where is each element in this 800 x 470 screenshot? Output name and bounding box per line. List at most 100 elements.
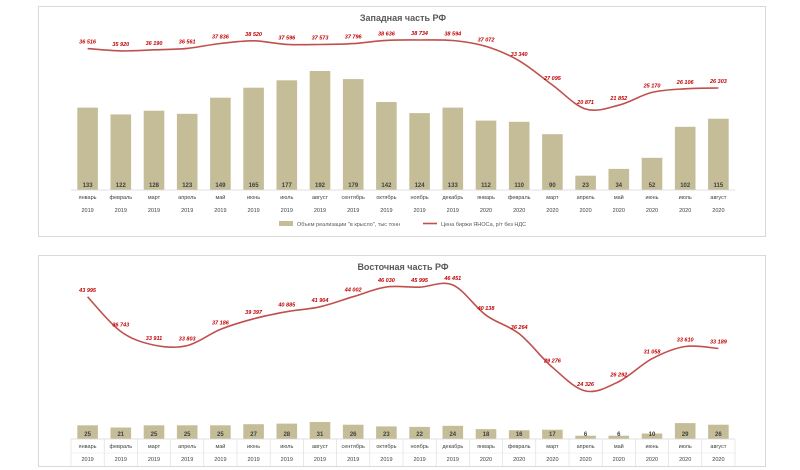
- bar: [176, 425, 198, 439]
- bar: [542, 429, 563, 439]
- bar: [542, 134, 563, 190]
- year-label: 2019: [380, 457, 392, 463]
- month-label: декабрь: [442, 195, 463, 201]
- year-label: 2020: [579, 208, 591, 214]
- month-label: июнь: [247, 444, 260, 450]
- year-label: 2019: [347, 457, 359, 463]
- price-line: [87, 282, 719, 393]
- year-label: 2019: [380, 208, 392, 214]
- year-label: 2020: [712, 208, 724, 214]
- year-label: 2020: [513, 208, 525, 214]
- bar: [309, 71, 331, 190]
- year-label: 2020: [579, 457, 591, 463]
- chart-east-svg: Восточная часть РФ 25 21 25 25 25 27 28 31 26 23 22…: [70, 262, 736, 467]
- bar-value-label: 25: [151, 432, 158, 438]
- year-label: 2020: [480, 457, 492, 463]
- year-label: 2019: [181, 208, 193, 214]
- year-label: 2019: [148, 208, 160, 214]
- month-label: август: [312, 195, 328, 201]
- bar: [641, 157, 663, 190]
- bar: [176, 113, 198, 190]
- month-label: июль: [280, 195, 293, 201]
- price-label: 37 836: [212, 35, 230, 41]
- bar: [409, 426, 430, 439]
- price-label: 41 904: [311, 298, 329, 304]
- month-label: август: [710, 195, 726, 201]
- bar-value-label: 52: [649, 183, 656, 189]
- legend-label-bar: Объем реализации "в крысло", тыс тонн: [297, 222, 400, 228]
- month-label: март: [546, 444, 559, 450]
- bar-value-label: 177: [282, 183, 293, 189]
- price-label: 38 734: [411, 31, 428, 37]
- price-label: 40 138: [477, 306, 496, 312]
- price-label: 44 002: [344, 288, 362, 294]
- year-label: 2020: [513, 457, 525, 463]
- bar-value-label: 34: [615, 183, 622, 189]
- year-label: 2019: [281, 457, 293, 463]
- month-label: февраль: [109, 195, 132, 201]
- price-label: 36 264: [511, 325, 528, 331]
- bar: [143, 425, 165, 439]
- bar-value-label: 25: [217, 432, 224, 438]
- bar-value-label: 128: [149, 183, 160, 189]
- month-label: апрель: [178, 195, 196, 201]
- month-label: июль: [280, 444, 293, 450]
- month-label: январь: [477, 444, 495, 450]
- legend-label-line: Цена биржи ЯНОСа, р/т без НДС: [441, 222, 526, 228]
- price-label: 26 303: [709, 79, 727, 85]
- price-label: 36 743: [112, 323, 129, 329]
- bar: [376, 102, 397, 190]
- year-label: 2019: [314, 457, 326, 463]
- bar-value-label: 192: [315, 183, 326, 189]
- price-label: 31 058: [644, 350, 662, 356]
- price-label: 20 871: [576, 100, 594, 106]
- bar: [143, 110, 165, 190]
- bar: [708, 118, 729, 190]
- legend-swatch-bar: [279, 221, 293, 226]
- month-label: июль: [679, 444, 692, 450]
- month-label: март: [546, 195, 559, 201]
- bar-value-label: 25: [184, 432, 191, 438]
- year-label: 2019: [413, 457, 425, 463]
- bar-value-label: 142: [381, 183, 392, 189]
- year-label: 2019: [214, 208, 226, 214]
- month-label: апрель: [178, 444, 196, 450]
- month-label: май: [215, 443, 225, 450]
- price-label: 33 911: [146, 336, 162, 342]
- bar: [442, 107, 464, 190]
- bar: [674, 423, 696, 439]
- price-label: 40 885: [277, 303, 296, 309]
- price-label: 38 520: [245, 32, 262, 38]
- bar: [442, 425, 464, 439]
- price-label: 24 326: [576, 382, 595, 388]
- chart-west-panel: Западная часть РФ 133 122 128 123 149 165 177 19…: [38, 6, 766, 237]
- bar-value-label: 17: [549, 432, 556, 438]
- month-label: ноябрь: [411, 444, 429, 450]
- year-label: 2019: [81, 457, 93, 463]
- bar-value-label: 27: [250, 432, 257, 438]
- price-label: 37 796: [345, 35, 363, 41]
- year-label: 2019: [148, 457, 160, 463]
- month-label: сентябрь: [341, 444, 365, 450]
- bar-value-label: 10: [649, 432, 656, 438]
- price-label: 33 189: [710, 340, 728, 346]
- bar-value-label: 112: [481, 183, 491, 189]
- bar-value-label: 133: [83, 183, 94, 189]
- month-label: июнь: [645, 195, 658, 201]
- price-label: 37 596: [278, 35, 296, 41]
- price-label: 26 292: [609, 373, 627, 379]
- bar-value-label: 22: [416, 432, 423, 438]
- month-label: май: [614, 443, 624, 450]
- bar: [77, 107, 98, 190]
- bar: [475, 120, 497, 190]
- year-label: 2019: [81, 208, 93, 214]
- bar: [210, 425, 231, 439]
- year-label: 2019: [247, 208, 259, 214]
- bar: [276, 423, 298, 439]
- year-label: 2019: [115, 457, 127, 463]
- year-label: 2020: [480, 208, 492, 214]
- bar-value-label: 124: [415, 183, 426, 189]
- bar-value-label: 179: [348, 183, 359, 189]
- year-label: 2019: [347, 208, 359, 214]
- bar-value-label: 165: [249, 183, 260, 189]
